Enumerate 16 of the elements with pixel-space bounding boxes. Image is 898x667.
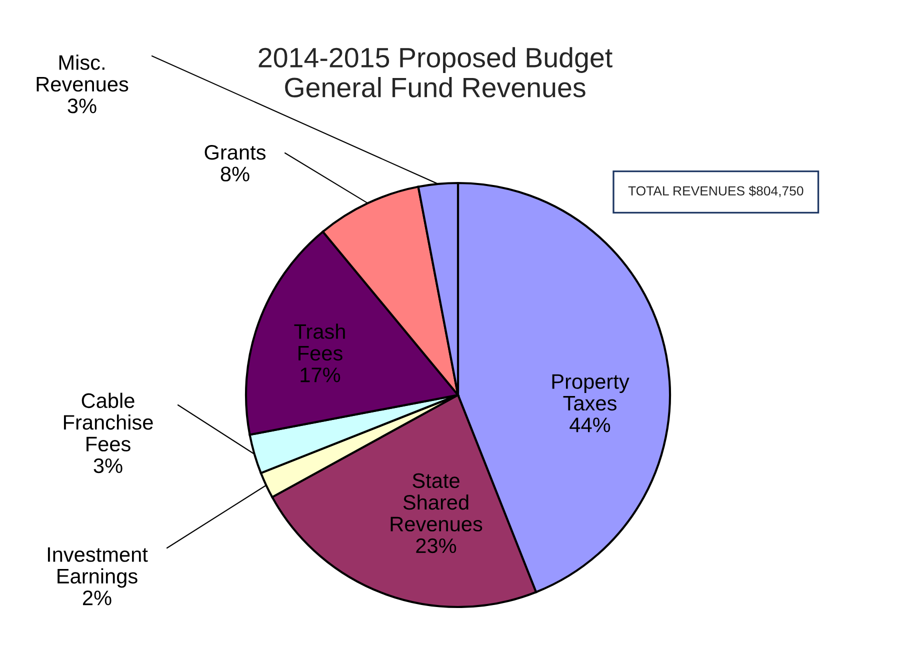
data-label: 44% xyxy=(570,418,610,432)
text: TOTAL REVENUES $804,750 xyxy=(628,186,804,198)
chart-title: 2014-2015 Proposed Budget General Fund Revenues xyxy=(258,47,612,98)
data-label: 23% xyxy=(416,538,456,554)
slice-label: State Shared Revenues xyxy=(390,473,482,532)
slice-label: Grants xyxy=(204,144,266,160)
data-label: 8% xyxy=(220,166,250,182)
slice-label: Property Taxes xyxy=(552,374,630,411)
legend-label: Cable Franchise Fees xyxy=(64,392,153,452)
slice-label: Trash Fees xyxy=(294,324,345,361)
data-label: 3% xyxy=(68,98,96,114)
slice-label: Misc. Revenues xyxy=(36,54,128,92)
data-label: 17% xyxy=(300,368,340,382)
data-label: 3% xyxy=(94,458,122,474)
slice-label: Investment Earnings xyxy=(48,547,148,588)
data-label: 2% xyxy=(82,590,112,606)
